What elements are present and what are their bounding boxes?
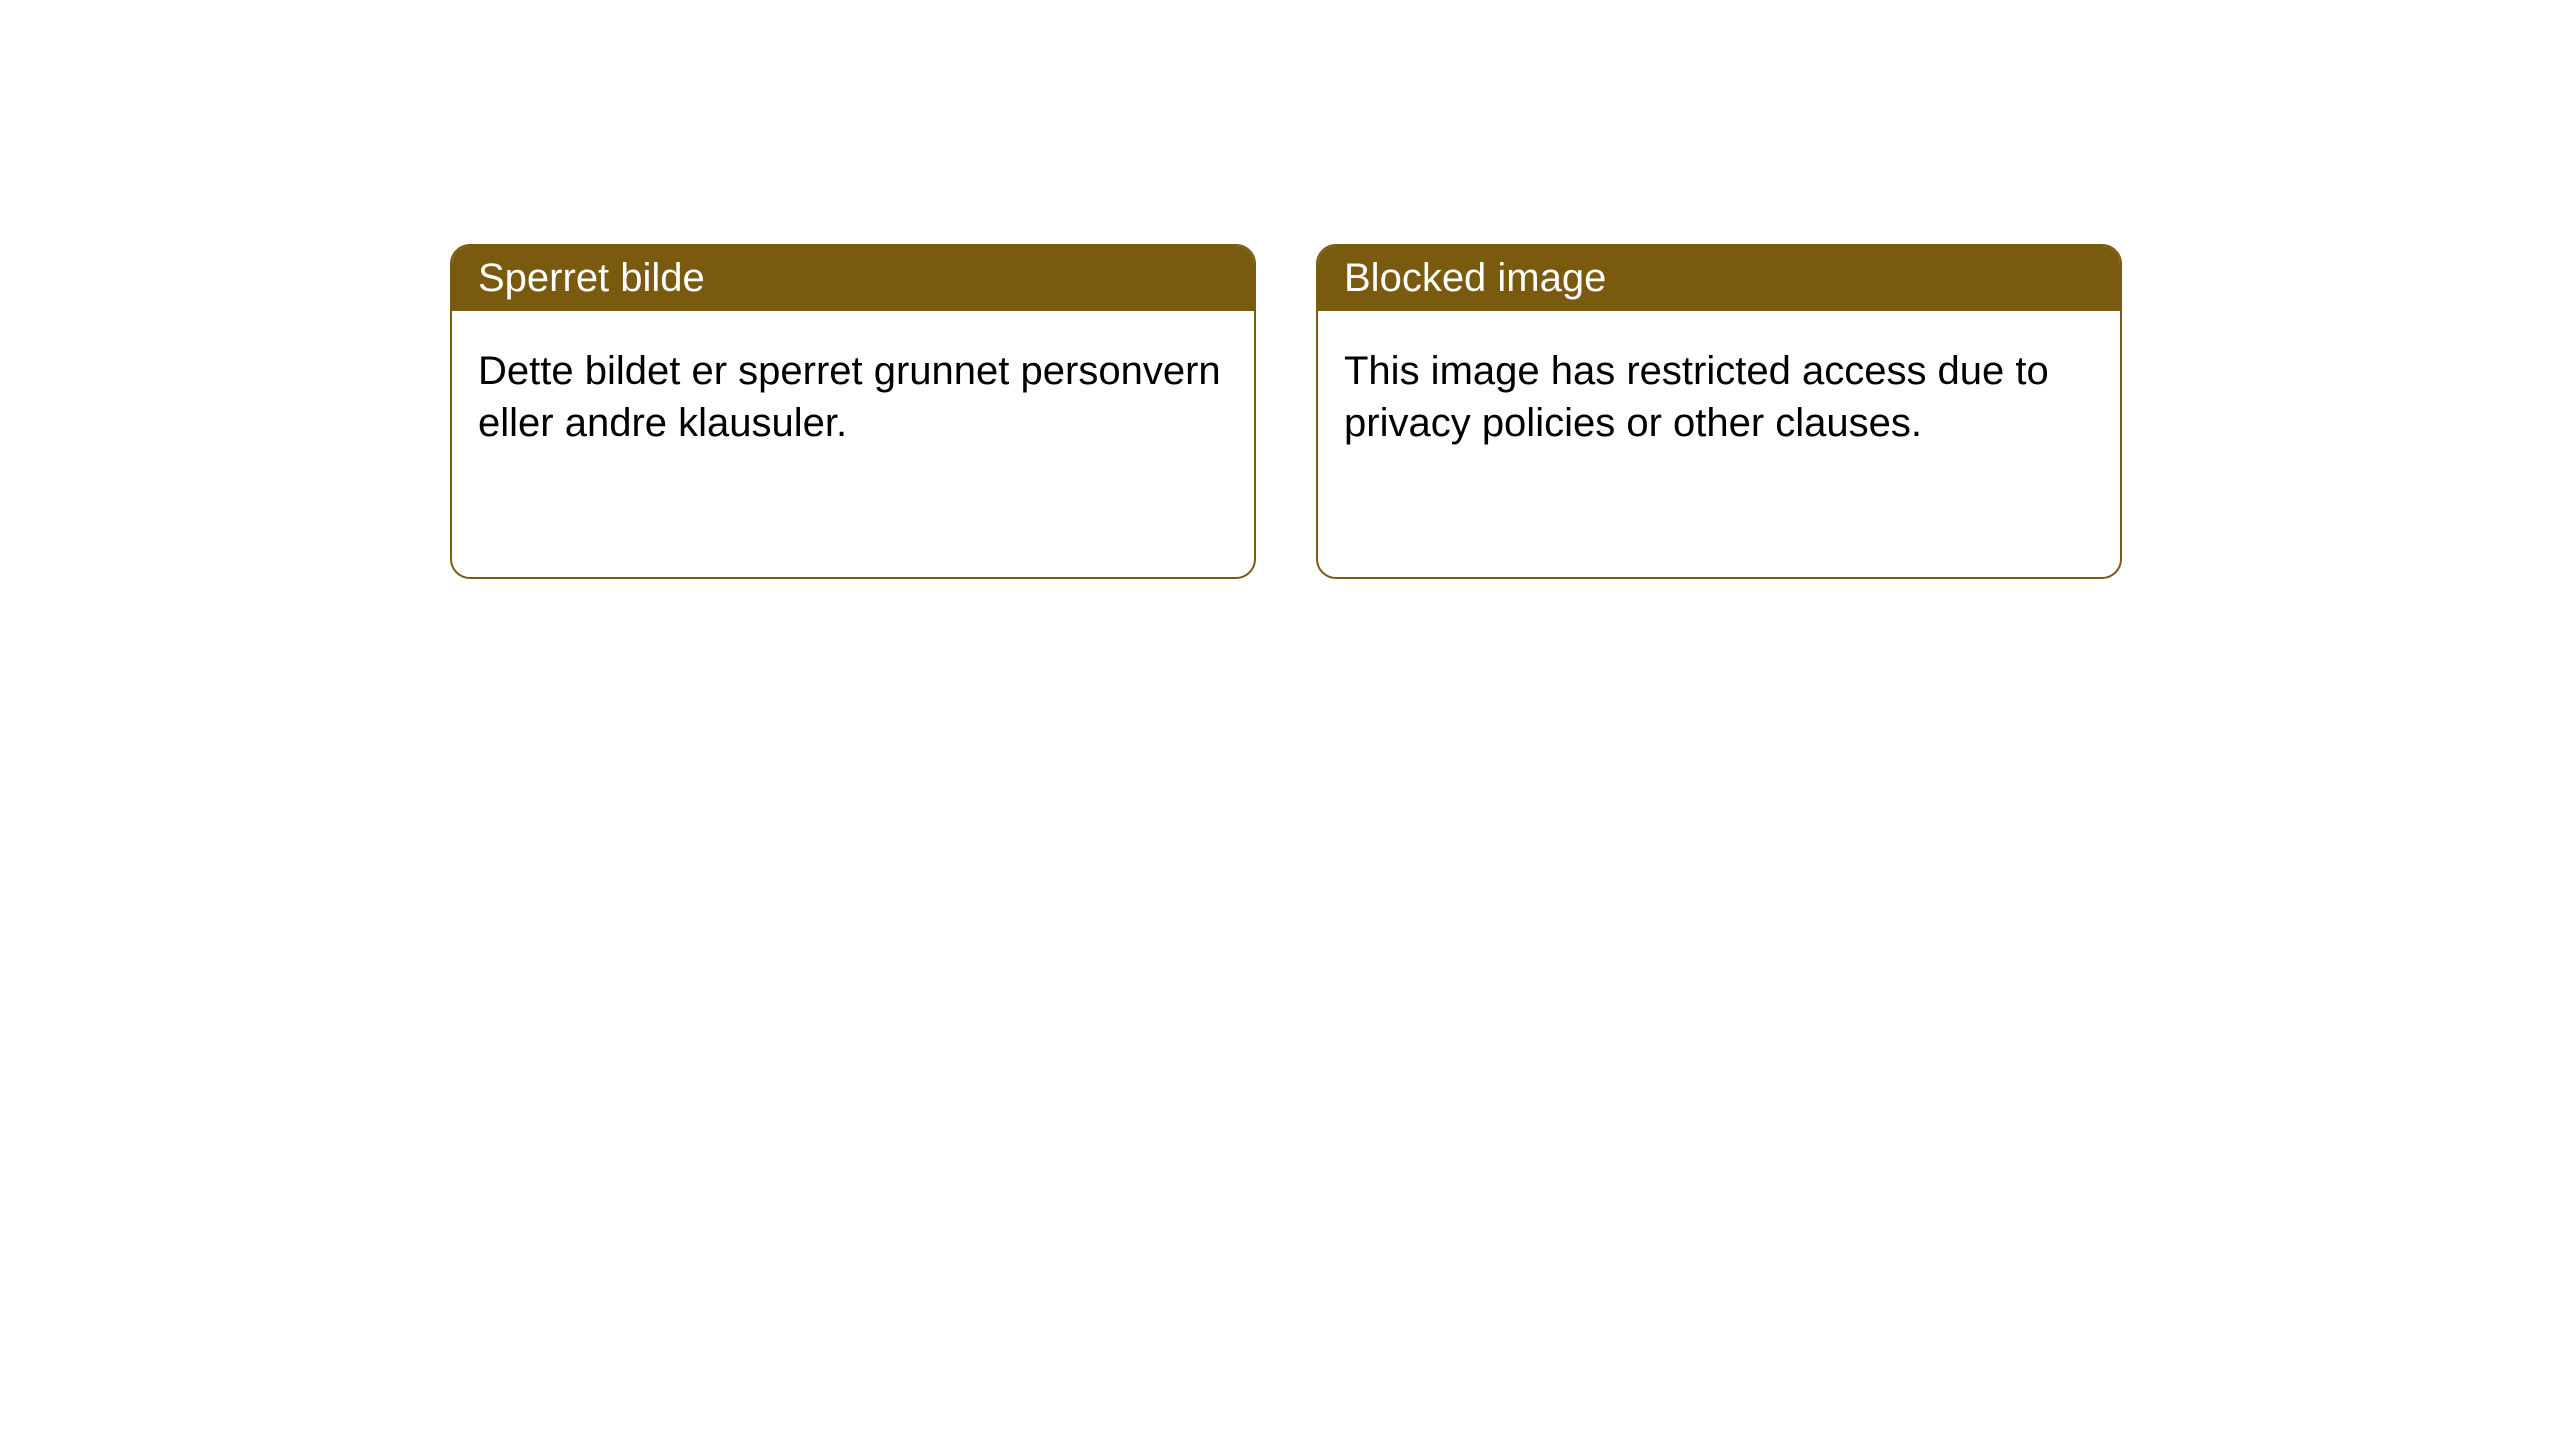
blocked-image-card-no: Sperret bilde Dette bildet er sperret gr… xyxy=(450,244,1256,579)
card-header: Sperret bilde xyxy=(452,246,1254,311)
card-header: Blocked image xyxy=(1318,246,2120,311)
card-body-text: This image has restricted access due to … xyxy=(1344,349,2049,445)
card-body: Dette bildet er sperret grunnet personve… xyxy=(452,311,1254,483)
card-title: Sperret bilde xyxy=(478,256,705,300)
card-title: Blocked image xyxy=(1344,256,1606,300)
card-body-text: Dette bildet er sperret grunnet personve… xyxy=(478,349,1221,445)
blocked-image-card-en: Blocked image This image has restricted … xyxy=(1316,244,2122,579)
notice-container: Sperret bilde Dette bildet er sperret gr… xyxy=(0,0,2560,579)
card-body: This image has restricted access due to … xyxy=(1318,311,2120,483)
